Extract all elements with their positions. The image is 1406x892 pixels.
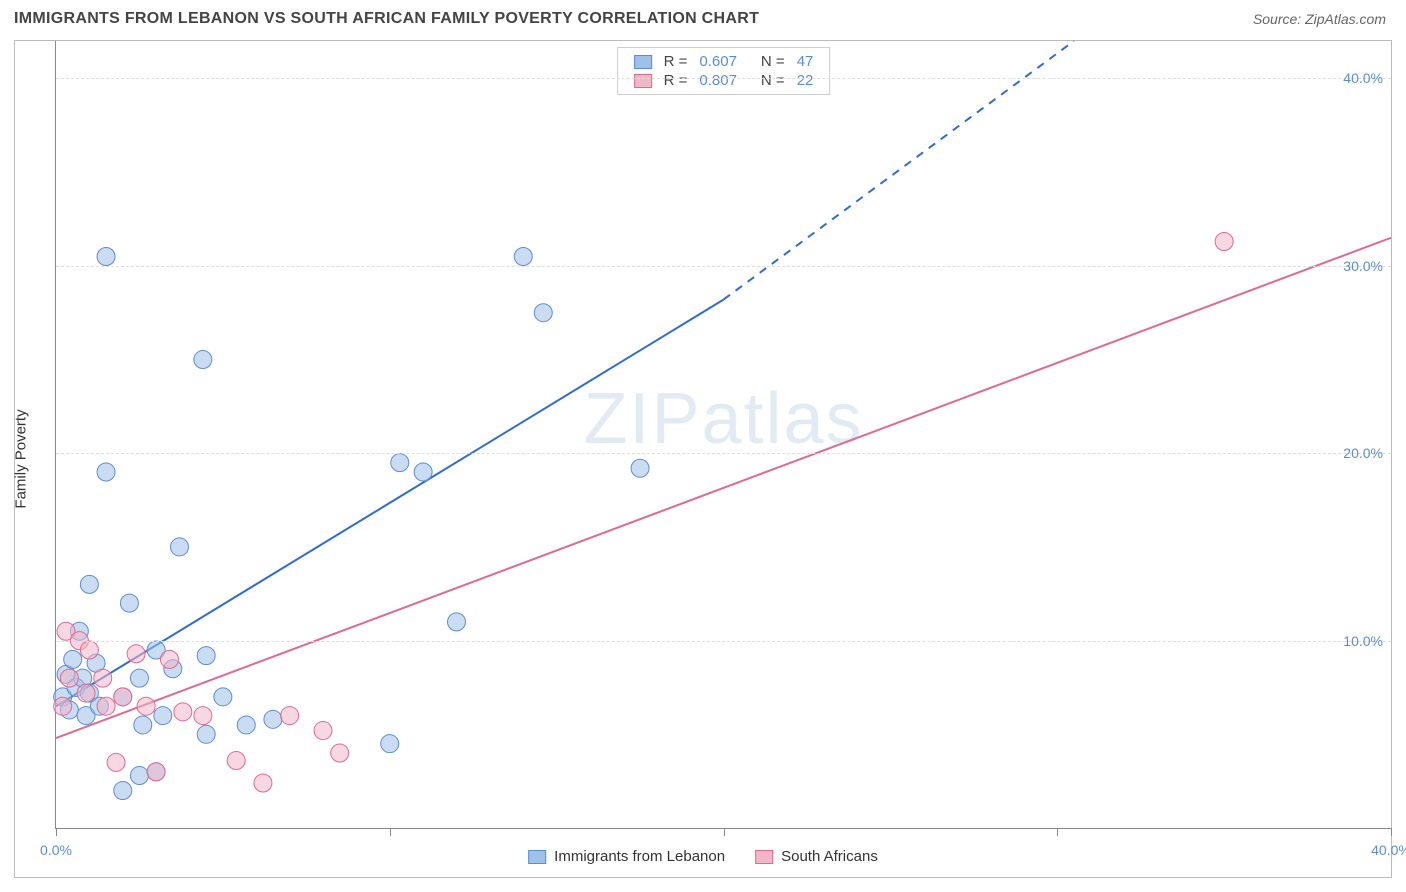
data-point	[130, 767, 148, 785]
data-point	[381, 735, 399, 753]
x-tick	[390, 828, 391, 836]
r-label: R =	[658, 52, 694, 71]
n-value: 47	[791, 52, 820, 71]
plot-area: ZIPatlas R =0.607N =47R =0.807N =22 10.0…	[55, 41, 1391, 829]
data-point	[94, 669, 112, 687]
data-point	[80, 641, 98, 659]
legend-swatch	[634, 55, 652, 69]
y-tick-label: 30.0%	[1343, 258, 1383, 274]
x-tick-label: 0.0%	[40, 842, 72, 858]
r-label: R =	[658, 71, 694, 90]
data-point	[281, 707, 299, 725]
data-point	[631, 459, 649, 477]
x-tick	[724, 828, 725, 836]
x-tick	[1391, 828, 1392, 836]
data-point	[227, 752, 245, 770]
trend-line	[56, 238, 1391, 738]
data-point	[254, 774, 272, 792]
data-point	[448, 613, 466, 631]
data-point	[80, 575, 98, 593]
data-point	[534, 304, 552, 322]
data-point	[174, 703, 192, 721]
data-point	[60, 669, 78, 687]
chart-svg	[56, 41, 1391, 828]
data-point	[214, 688, 232, 706]
n-label: N =	[755, 52, 791, 71]
data-point	[107, 753, 125, 771]
data-point	[147, 763, 165, 781]
data-point	[54, 697, 72, 715]
legend-item: South Africans	[755, 848, 878, 865]
data-point	[134, 716, 152, 734]
data-point	[154, 707, 172, 725]
legend-swatch	[634, 74, 652, 88]
y-tick-label: 10.0%	[1343, 633, 1383, 649]
data-point	[264, 710, 282, 728]
data-point	[194, 707, 212, 725]
legend-swatch	[528, 850, 546, 864]
gridline-h	[56, 266, 1391, 267]
data-point	[127, 645, 145, 663]
gridline-h	[56, 641, 1391, 642]
data-point	[114, 688, 132, 706]
data-point	[160, 650, 178, 668]
legend-item: Immigrants from Lebanon	[528, 848, 725, 865]
r-value: 0.807	[693, 71, 743, 90]
series-name: Immigrants from Lebanon	[554, 848, 725, 865]
data-point	[114, 782, 132, 800]
source-attribution: Source: ZipAtlas.com	[1253, 11, 1386, 27]
chart-container: Family Poverty ZIPatlas R =0.607N =47R =…	[14, 40, 1392, 878]
n-label: N =	[755, 71, 791, 90]
gridline-h	[56, 453, 1391, 454]
r-value: 0.607	[693, 52, 743, 71]
n-value: 22	[791, 71, 820, 90]
y-axis-label: Family Poverty	[13, 360, 30, 459]
data-point	[137, 697, 155, 715]
data-point	[194, 351, 212, 369]
legend-row: R =0.807 N =22	[628, 71, 820, 90]
chart-title: IMMIGRANTS FROM LEBANON VS SOUTH AFRICAN…	[14, 10, 759, 28]
gridline-h	[56, 78, 1391, 79]
data-point	[97, 697, 115, 715]
data-point	[1215, 232, 1233, 250]
data-point	[237, 716, 255, 734]
data-point	[414, 463, 432, 481]
legend-swatch	[755, 850, 773, 864]
data-point	[197, 647, 215, 665]
data-point	[197, 725, 215, 743]
data-point	[97, 247, 115, 265]
x-tick	[1057, 828, 1058, 836]
y-tick-label: 20.0%	[1343, 445, 1383, 461]
x-tick-label: 40.0%	[1371, 842, 1406, 858]
data-point	[331, 744, 349, 762]
legend-row: R =0.607 N =47	[628, 52, 820, 71]
data-point	[170, 538, 188, 556]
series-name: South Africans	[781, 848, 878, 865]
y-tick-label: 40.0%	[1343, 70, 1383, 86]
data-point	[391, 454, 409, 472]
data-point	[514, 247, 532, 265]
data-point	[130, 669, 148, 687]
data-point	[120, 594, 138, 612]
data-point	[64, 650, 82, 668]
x-tick	[56, 828, 57, 836]
data-point	[314, 722, 332, 740]
correlation-legend: R =0.607 N =47 R =0.807 N =22	[617, 47, 831, 95]
series-legend: Immigrants from Lebanon South Africans	[528, 848, 878, 865]
data-point	[77, 684, 95, 702]
data-point	[97, 463, 115, 481]
